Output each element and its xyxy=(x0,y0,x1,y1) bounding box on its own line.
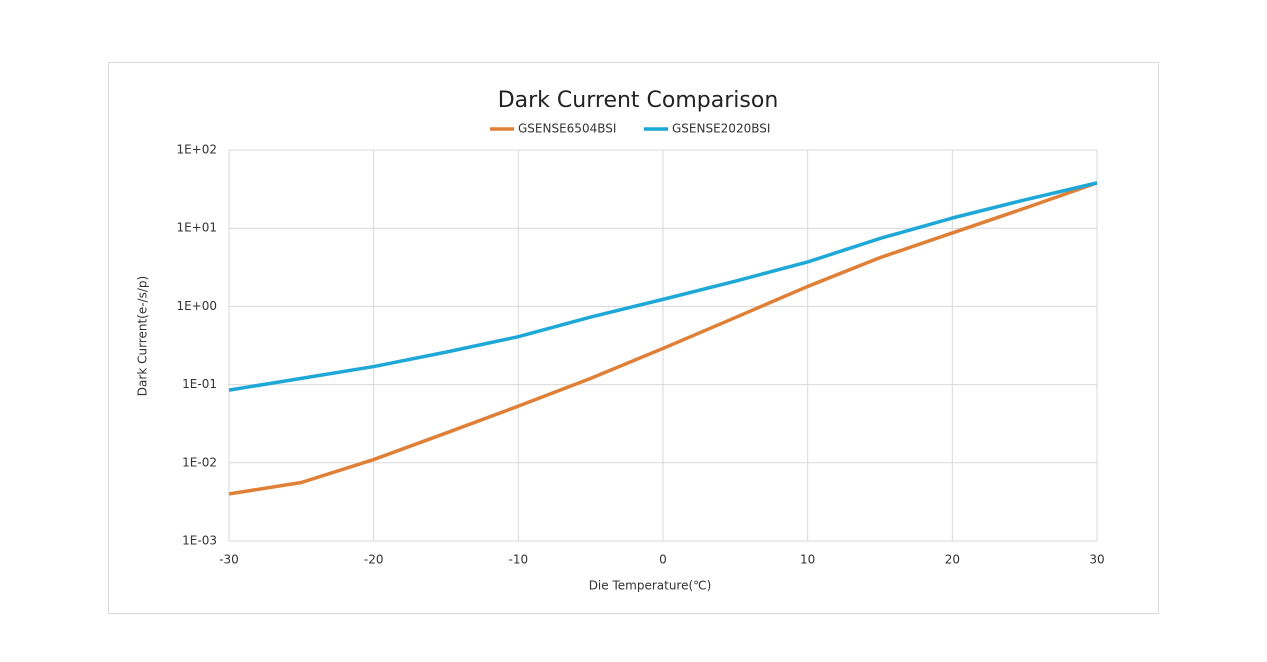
y-tick-label: 1E-02 xyxy=(182,455,217,469)
chart-title: Dark Current Comparison xyxy=(498,88,779,113)
x-tick-label: 0 xyxy=(659,553,667,567)
legend-label: GSENSE2020BSI xyxy=(672,122,770,136)
x-tick-label: 10 xyxy=(800,553,815,567)
x-axis-title: Die Temperature(℃) xyxy=(589,579,712,593)
line-series xyxy=(228,181,1098,392)
y-tick-label: 1E+00 xyxy=(176,299,217,313)
line-series xyxy=(228,181,1098,496)
plot-border xyxy=(228,149,1098,542)
x-tick-label: 20 xyxy=(945,553,960,567)
y-axis-title: Dark Current(e-/s/p) xyxy=(136,276,150,396)
y-tick-label: 1E+02 xyxy=(176,143,217,157)
x-tick-label: -30 xyxy=(219,553,239,567)
chart-frame xyxy=(108,62,1159,614)
x-tick-label: -20 xyxy=(364,553,384,567)
y-tick-label: 1E-01 xyxy=(182,377,217,391)
legend-label: GSENSE6504BSI xyxy=(518,122,616,136)
y-tick-label: 1E-03 xyxy=(182,534,217,548)
x-tick-label: 30 xyxy=(1089,553,1104,567)
y-tick-label: 1E+01 xyxy=(176,221,217,235)
x-tick-label: -10 xyxy=(509,553,529,567)
